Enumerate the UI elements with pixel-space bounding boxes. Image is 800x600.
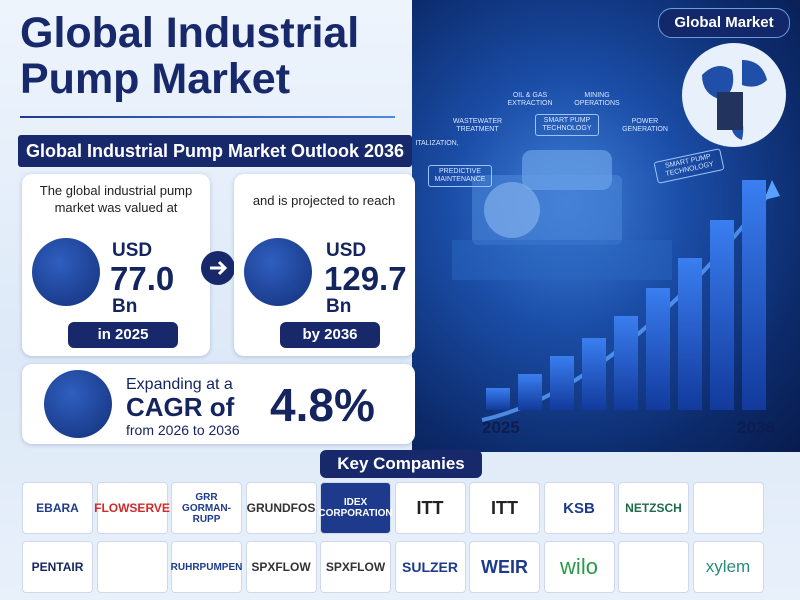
company-logo: xylem	[692, 541, 764, 593]
company-grid: EBARA FLOWSERVE GRR GORMAN-RUPP GRUNDFOS…	[22, 482, 792, 593]
empty-slot	[96, 541, 168, 593]
company-logo: IDEX CORPORATION	[318, 482, 393, 534]
projected-period: by 2036	[280, 322, 380, 348]
companies-title: Key Companies	[320, 450, 482, 478]
arrow-icon	[201, 251, 235, 285]
chart-icon	[32, 238, 100, 306]
projected-value: 129.7	[324, 260, 407, 297]
company-logo: SULZER	[394, 541, 466, 593]
unit: Bn	[112, 296, 138, 317]
company-logo: GRR GORMAN-RUPP	[171, 482, 242, 534]
company-logo: FLOWSERVE	[94, 482, 170, 534]
company-logo: ITT	[394, 482, 466, 534]
chart-start-label: 2025	[482, 418, 520, 437]
illustration-label: PREDICTIVE MAINTENANCE	[428, 165, 492, 187]
company-logo: NETZSCH	[618, 482, 689, 534]
illustration-label: WASTEWATER TREATMENT	[452, 118, 503, 133]
projected-lead: and is projected to reach	[252, 193, 396, 208]
hero-illustration	[412, 0, 800, 452]
empty-slot	[618, 541, 689, 593]
illustration-label: ITALIZATION,	[415, 140, 459, 147]
chart-icon	[244, 238, 312, 306]
current-value: 77.0	[110, 260, 175, 297]
section-title: Global Industrial Pump Market Outlook 20…	[18, 135, 412, 167]
company-logo: ITT	[469, 482, 540, 534]
currency: USD	[112, 240, 153, 261]
current-period: in 2025	[68, 322, 178, 348]
currency: USD	[326, 240, 367, 261]
chart-end-label: 2036	[737, 418, 775, 437]
company-logo: EBARA	[22, 482, 93, 534]
cagr-lead: Expanding at a	[126, 376, 233, 393]
company-logo: GRUNDFOS	[245, 482, 317, 534]
company-logo: SPXFLOW	[245, 541, 317, 593]
title: Global Industrial Pump Market	[20, 9, 360, 103]
region-badge: Global Market	[658, 8, 790, 38]
cagr-icon	[44, 370, 112, 438]
cagr-label: CAGR of	[126, 392, 235, 422]
hero-graphic	[452, 43, 786, 422]
unit: Bn	[326, 296, 352, 317]
illustration-label: SMART PUMP TECHNOLOGY	[535, 114, 599, 136]
empty-slot	[692, 482, 764, 534]
title-rule	[20, 116, 395, 118]
cagr-value: 4.8%	[270, 379, 375, 431]
company-logo: SPXFLOW	[320, 541, 391, 593]
illustration-label: MINING OPERATIONS	[574, 92, 620, 107]
company-logo: wilo	[543, 541, 615, 593]
illustration-label: POWER GENERATION	[622, 118, 668, 133]
company-logo: RUHRPUMPEN	[171, 541, 242, 593]
company-logo: WEIR	[469, 541, 540, 593]
company-logo: PENTAIR	[22, 541, 93, 593]
cagr-period: from 2026 to 2036	[126, 422, 240, 438]
illustration-label: OIL & GAS EXTRACTION	[507, 92, 553, 107]
company-logo: KSB	[543, 482, 615, 534]
current-lead: The global industrial pump market was va…	[39, 183, 193, 215]
growth-bars	[486, 180, 766, 410]
